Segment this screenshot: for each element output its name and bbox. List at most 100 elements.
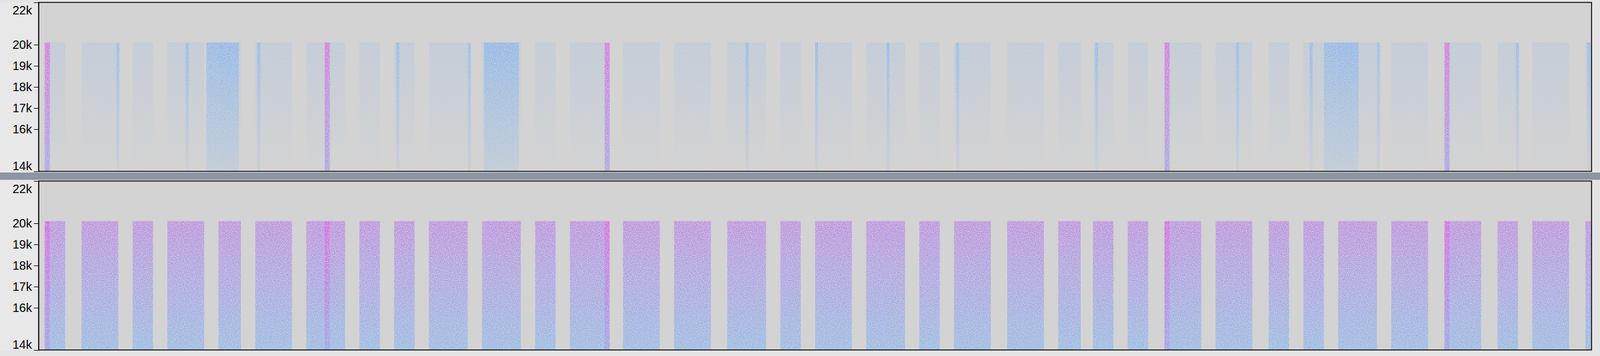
spectrogram-cell	[534, 221, 556, 351]
spectrogram-cell	[467, 42, 471, 173]
spectrogram-cell	[1377, 42, 1381, 173]
spectrogram-cell	[726, 42, 766, 173]
spectrogram-cell	[956, 42, 960, 173]
spectrogram-cell	[1337, 221, 1377, 351]
tick-mark	[33, 181, 39, 182]
spectrogram-cell	[306, 221, 345, 351]
spectrogram: 22k20k19k18k17k16k14k22k20k19k18k17k16k1…	[0, 0, 1600, 356]
spectrogram-cell	[623, 221, 660, 351]
spectrogram-cell	[1303, 42, 1325, 173]
spectrogram-cell	[534, 42, 556, 173]
plot-frame	[38, 181, 1592, 351]
spectrogram-cell	[1127, 42, 1149, 173]
spectrogram-cell	[780, 221, 801, 351]
tick-label: 19k	[12, 237, 33, 252]
tick: 20k	[12, 216, 39, 231]
spectrogram-cell	[1058, 42, 1081, 173]
tick-label: 14k	[12, 338, 33, 352]
spectrogram-cell	[1164, 42, 1202, 173]
tick: 18k	[12, 259, 39, 273]
spectrogram-cell	[1095, 42, 1099, 173]
spectrogram-cell	[1007, 221, 1044, 351]
spectrogram-cell	[1497, 42, 1518, 173]
axis-line	[33, 181, 40, 351]
tick-label: 16k	[12, 301, 33, 315]
spectrogram-cell	[1532, 42, 1570, 173]
spectrogram-cell	[428, 42, 468, 173]
spectrogram-cell	[1516, 42, 1520, 173]
spectrogram-cell	[780, 42, 801, 173]
tick-label: 14k	[12, 159, 33, 173]
tick-mark	[33, 65, 39, 67]
spectrogram-cell	[324, 42, 330, 173]
tick-label: 19k	[12, 59, 33, 73]
spectrogram-cell	[257, 42, 261, 173]
spectrogram-cell	[1585, 42, 1592, 173]
spectrogram-cell	[1007, 42, 1044, 173]
tick-label: 22k	[12, 3, 33, 17]
tick-mark	[33, 265, 39, 267]
spectrogram-cell	[1444, 221, 1450, 351]
spectrogram-cell	[394, 42, 415, 173]
spectrogram-cell	[569, 42, 609, 173]
tick-mark	[33, 223, 39, 224]
spectrogram-cell	[1092, 42, 1114, 173]
spectrogram-cell	[623, 42, 660, 173]
tick: 22k	[12, 3, 39, 17]
spectrogram-cell	[815, 42, 852, 173]
spectrogram-cell	[132, 221, 154, 351]
tick: 16k	[12, 122, 39, 136]
spectrogram-cell	[604, 221, 610, 351]
spectrogram-cell	[1058, 221, 1081, 351]
spectrogram-cell	[481, 221, 521, 351]
tick-mark	[33, 2, 39, 4]
tick-mark	[33, 44, 39, 46]
spectrogram-cell	[255, 221, 293, 351]
plot-frame	[38, 2, 1592, 172]
spectrogram-cell	[919, 42, 941, 173]
spectrogram-cell	[1092, 221, 1114, 351]
tick-label: 20k	[12, 38, 33, 52]
tick-label: 17k	[12, 101, 33, 115]
tick-mark	[33, 350, 39, 351]
spectrogram-cell	[745, 42, 749, 173]
spectrogram-cell	[953, 221, 991, 351]
plot-area	[38, 181, 1592, 351]
tick-mark	[33, 171, 39, 173]
spectrogram-cell	[604, 42, 610, 173]
tick: 18k	[12, 80, 39, 94]
spectrogram-cell	[1215, 42, 1253, 173]
spectrogram-cell	[1444, 42, 1482, 173]
spectrogram-cell	[1587, 42, 1591, 173]
spectrogram-cell	[886, 42, 890, 173]
spectrogram-cell	[1268, 42, 1290, 173]
spectrogram-cell	[481, 42, 521, 173]
cells	[44, 42, 1592, 173]
tick-label: 18k	[12, 259, 33, 273]
tick: 16k	[12, 301, 39, 315]
spectrogram-cell	[1391, 221, 1428, 351]
tick: 20k	[12, 38, 39, 52]
spectrogram-cell	[1215, 221, 1253, 351]
spectrogram-cell	[396, 42, 400, 173]
tick-mark	[33, 244, 39, 246]
spectrogram-cell	[394, 221, 415, 351]
spectrogram-cell	[1309, 42, 1313, 173]
channel-separator	[0, 172, 1600, 180]
spectrogram-cell	[116, 42, 120, 173]
tick-mark	[33, 108, 39, 109]
spectrogram-cell	[815, 221, 852, 351]
plot-area	[38, 2, 1592, 172]
axis-line	[33, 3, 40, 173]
ruler	[0, 181, 39, 351]
tick: 22k	[12, 181, 39, 196]
y-axis: 22k 20k 19k 18k 17k 16k 14k	[12, 3, 40, 173]
spectrogram-cell	[167, 42, 205, 173]
background	[0, 0, 1600, 356]
spectrogram-cell	[1391, 42, 1428, 173]
spectrogram-cell	[306, 42, 345, 173]
spectrogram-cell	[484, 42, 520, 173]
spectrogram-cell	[815, 42, 819, 173]
spectrogram-cell	[1235, 42, 1239, 173]
spectrogram-cell	[569, 221, 609, 351]
